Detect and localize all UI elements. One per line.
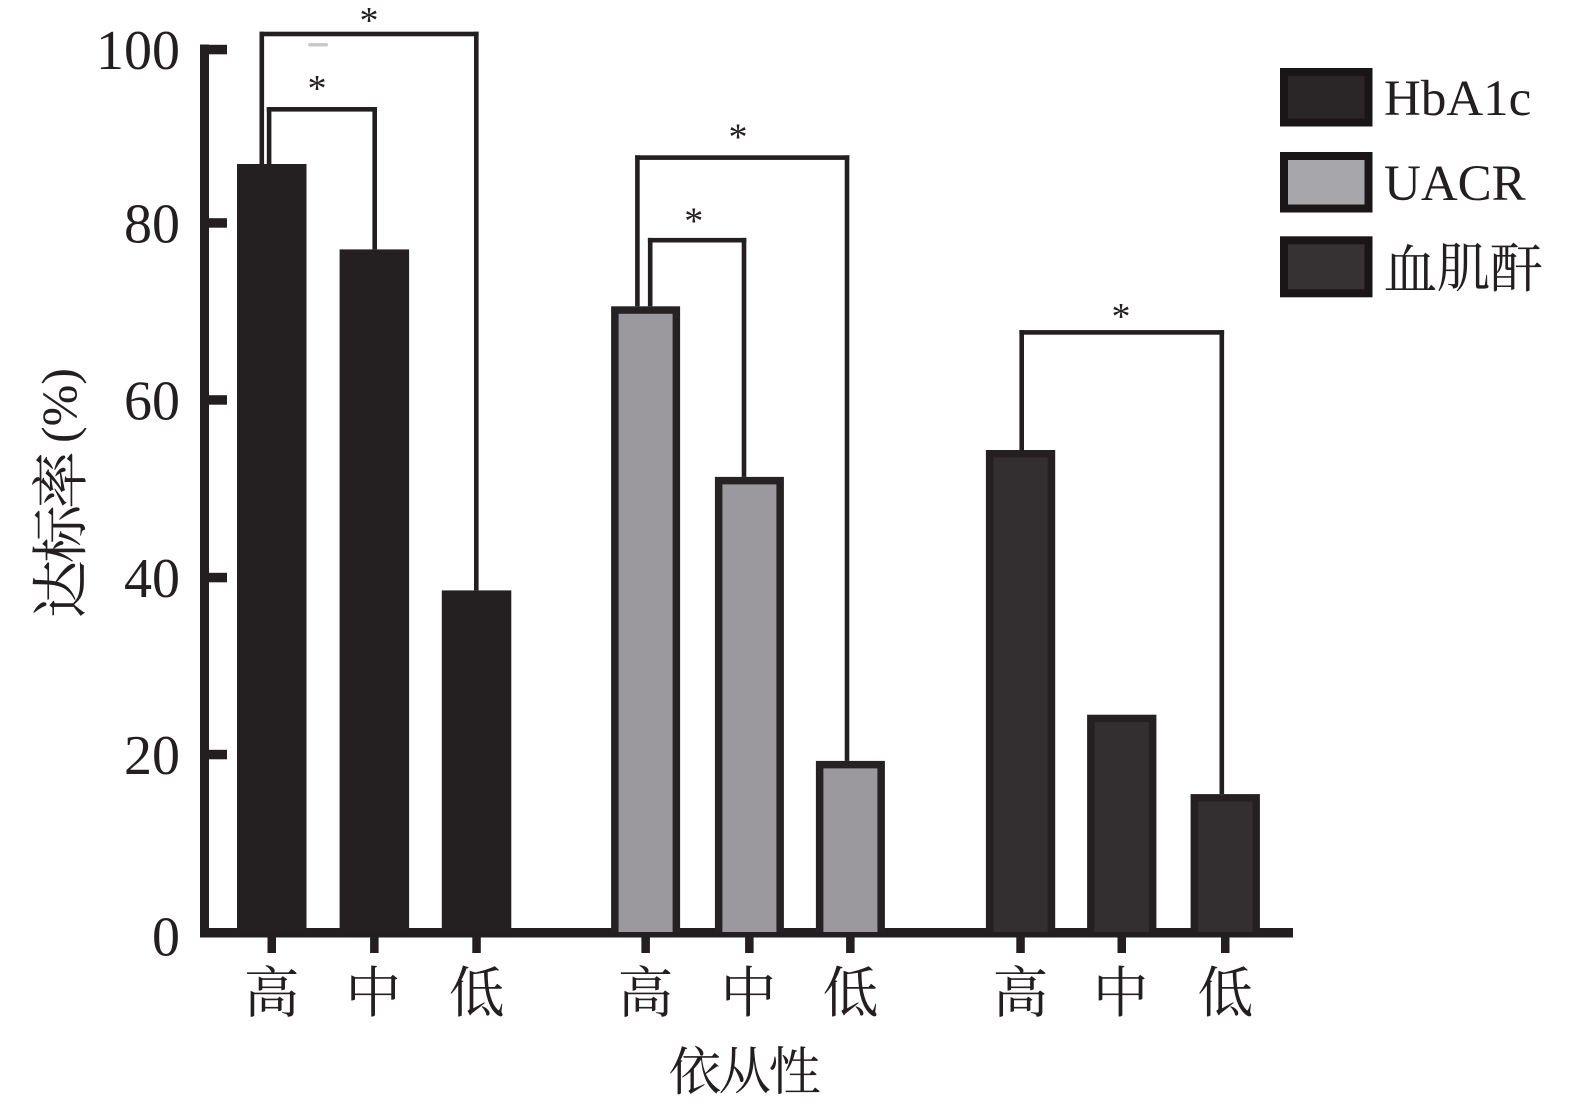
svg-text:(%): (%) [31, 368, 87, 443]
svg-text:*: * [360, 0, 379, 42]
svg-text:*: * [684, 201, 703, 243]
svg-text:*: * [729, 116, 748, 158]
svg-text:20: 20 [124, 725, 180, 787]
svg-text:*: * [308, 68, 327, 110]
svg-text:0: 0 [152, 907, 180, 969]
svg-text:UACR: UACR [1384, 156, 1526, 212]
svg-text:80: 80 [124, 194, 180, 256]
svg-text:HbA1c: HbA1c [1384, 71, 1531, 127]
svg-text:60: 60 [124, 371, 180, 433]
svg-text:40: 40 [124, 548, 180, 610]
svg-text:*: * [1112, 296, 1131, 338]
svg-text:100: 100 [96, 20, 180, 82]
